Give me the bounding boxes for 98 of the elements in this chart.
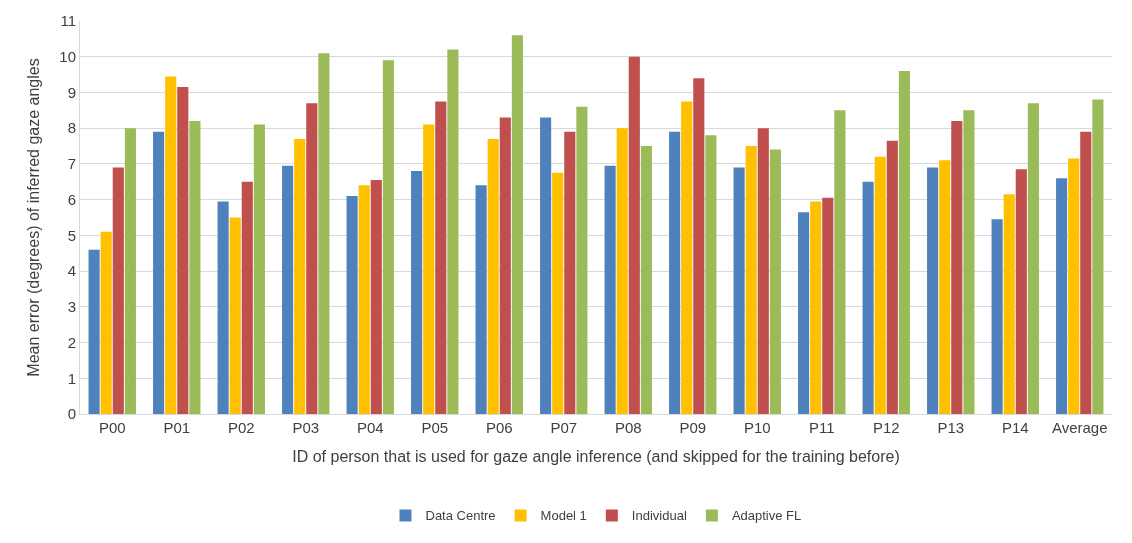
legend-label: Adaptive FL xyxy=(731,508,802,524)
bar xyxy=(769,149,781,414)
x-tick-label: P09 xyxy=(679,419,707,436)
bar xyxy=(693,78,705,414)
legend-label: Individual xyxy=(631,508,687,524)
y-tick-label: 4 xyxy=(67,262,76,280)
bar xyxy=(382,60,394,414)
bar xyxy=(1068,158,1080,414)
bar xyxy=(540,117,552,414)
bar xyxy=(822,197,834,414)
y-tick-label: 7 xyxy=(67,155,76,173)
bar xyxy=(423,124,435,414)
bar xyxy=(951,121,963,414)
bar xyxy=(1056,178,1068,414)
bar xyxy=(253,124,265,414)
bar xyxy=(898,71,910,414)
bar xyxy=(217,201,229,414)
x-tick-label: P08 xyxy=(614,419,642,436)
y-tick-label: 1 xyxy=(67,369,76,387)
bar xyxy=(798,212,810,414)
bar xyxy=(862,181,874,414)
x-tick-label: P10 xyxy=(743,419,771,436)
bar xyxy=(112,167,124,414)
x-tick-label: P11 xyxy=(808,419,835,436)
x-tick-label: P01 xyxy=(163,419,191,436)
bar xyxy=(705,135,717,414)
y-tick-label: 6 xyxy=(67,190,76,208)
x-tick-label: P03 xyxy=(292,419,320,436)
x-tick-label: P05 xyxy=(421,419,449,436)
bar xyxy=(306,103,318,414)
bar xyxy=(576,106,588,414)
bar xyxy=(177,87,189,414)
bar xyxy=(124,128,136,414)
bar xyxy=(153,131,165,414)
y-tick-label: 3 xyxy=(67,298,76,316)
bar xyxy=(991,219,1003,414)
bar xyxy=(1092,99,1104,414)
y-tick-label: 5 xyxy=(67,226,76,244)
bar xyxy=(346,196,358,414)
x-tick-label: P06 xyxy=(485,419,513,436)
bar xyxy=(1003,194,1015,414)
legend-label: Data Centre xyxy=(425,508,496,524)
y-tick-label: 9 xyxy=(67,83,76,101)
bar xyxy=(640,146,652,414)
bar xyxy=(874,156,886,414)
x-tick-label: P13 xyxy=(937,419,965,436)
y-tick-label: 0 xyxy=(67,405,76,423)
bar xyxy=(604,165,616,414)
bar xyxy=(241,181,253,414)
bar xyxy=(318,53,330,414)
legend-label: Model 1 xyxy=(540,508,587,524)
bar xyxy=(1080,131,1092,414)
bar xyxy=(294,138,306,414)
bar xyxy=(411,171,423,414)
bar xyxy=(552,172,564,414)
bar xyxy=(834,110,846,414)
bar xyxy=(435,101,447,414)
bar xyxy=(499,117,511,414)
y-tick-label: 8 xyxy=(67,119,76,137)
bar xyxy=(447,49,459,414)
x-tick-label: P00 xyxy=(98,419,126,436)
bar xyxy=(475,185,487,414)
bar xyxy=(511,35,523,414)
bar xyxy=(927,167,939,414)
bar xyxy=(1015,169,1027,414)
x-tick-label: P14 xyxy=(1001,419,1029,436)
bar xyxy=(282,165,294,414)
y-tick-label: 11 xyxy=(60,12,76,30)
bar xyxy=(370,179,382,414)
bar xyxy=(165,76,177,414)
bar xyxy=(100,231,112,414)
x-tick-label: Average xyxy=(1051,419,1108,436)
x-tick-label: P12 xyxy=(872,419,900,436)
y-axis-title: Mean error (degrees) of inferred gaze angles xyxy=(25,58,43,377)
x-tick-label: P02 xyxy=(227,419,255,436)
bar xyxy=(810,201,822,414)
x-axis-title: ID of person that is used for gaze angle inference (and skipped for the training before) xyxy=(292,447,900,465)
bar xyxy=(733,167,745,414)
bar xyxy=(564,131,576,414)
bar xyxy=(963,110,975,414)
x-tick-label: P04 xyxy=(356,419,384,436)
bar xyxy=(669,131,681,414)
bar xyxy=(886,140,898,414)
bar xyxy=(1027,103,1039,414)
bar xyxy=(358,185,370,414)
y-tick-label: 2 xyxy=(67,333,76,351)
bar xyxy=(189,121,201,414)
x-tick-label: P07 xyxy=(550,419,578,436)
bar xyxy=(939,160,951,414)
bar xyxy=(757,128,769,414)
bar xyxy=(681,101,693,414)
bar xyxy=(616,128,628,414)
y-tick-label: 10 xyxy=(59,47,76,65)
bar xyxy=(229,217,241,414)
bar xyxy=(88,249,100,414)
bar xyxy=(628,56,640,414)
bar xyxy=(487,138,499,414)
bar xyxy=(745,146,757,414)
